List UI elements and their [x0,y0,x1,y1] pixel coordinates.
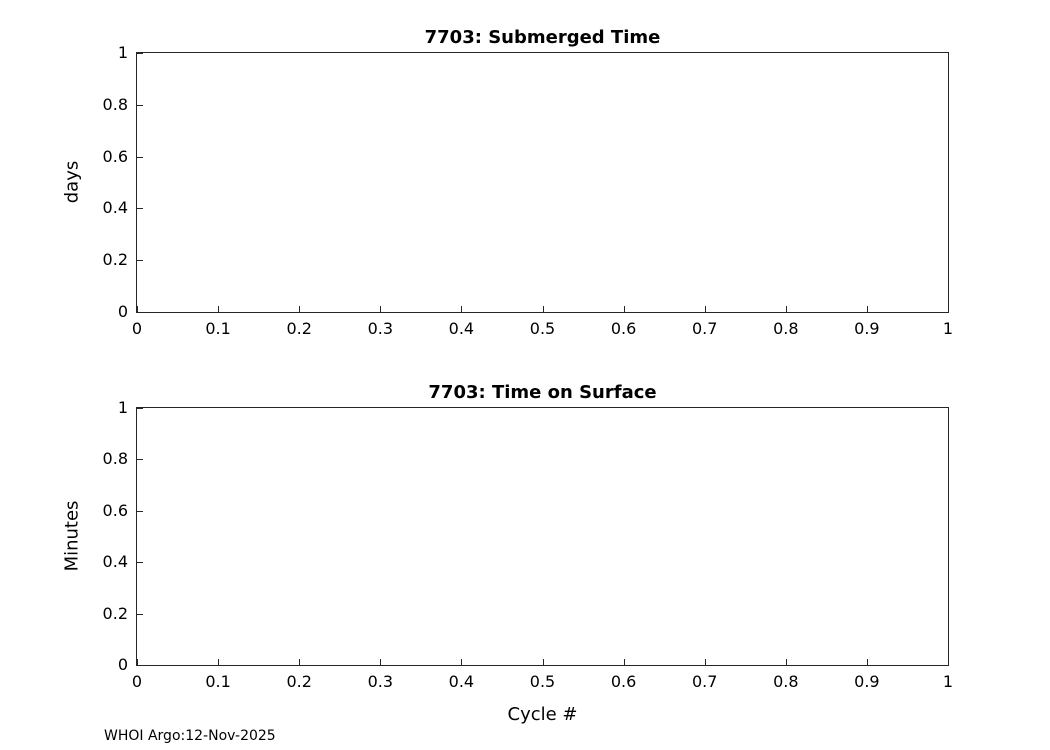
x-tick-label: 0.7 [691,319,718,338]
x-tick-mark [623,659,625,665]
x-tick-label: 0.9 [854,319,880,338]
x-tick-label: 1 [942,672,954,691]
x-tick-mark [623,306,625,312]
y-tick-mark [137,208,143,210]
x-tick-label: 1 [942,319,954,338]
y-tick-mark [137,104,143,106]
x-tick-label: 0.8 [773,672,799,691]
y-tick-mark [137,613,143,615]
x-tick-mark [299,659,301,665]
y-tick-label: 0.2 [102,250,128,270]
x-tick-mark [542,659,544,665]
y-tick-label: 1 [117,43,128,63]
x-tick-label: 0.3 [367,672,394,691]
x-tick-label: 0.2 [286,672,312,691]
x-tick-label: 0.9 [854,672,880,691]
y-tick-mark [137,510,143,512]
footer-note: WHOI Argo:12-Nov-2025 [104,728,276,744]
x-tick-label: 0.8 [773,319,799,338]
x-tick-mark [218,306,220,312]
x-tick-mark [866,306,868,312]
time-on-surface-plot-area: 0 0.1 0.2 0.3 0.4 0.5 0.6 0.7 0.8 0.9 1 0 0.2 0.4 0.6 0… [103,399,954,690]
x-tick-mark [948,659,949,665]
x-tick-mark [299,306,301,312]
x-tick-mark [948,306,949,312]
submerged-time-title: 7703: Submerged Time [424,27,661,48]
time-on-surface-y-axis-label: Minutes [61,500,83,572]
x-tick-mark [380,659,382,665]
x-tick-label: 0.1 [205,319,231,338]
y-tick-mark [137,459,143,461]
y-tick-label: 1 [117,398,128,418]
x-tick-label: 0.4 [448,319,475,338]
x-tick-mark [380,306,382,312]
x-tick-mark [542,306,544,312]
y-tick-mark [137,312,143,313]
y-tick-label: 0.6 [102,146,128,166]
y-tick-label: 0.4 [102,552,128,572]
x-axis-label: Cycle # [507,704,578,725]
y-tick-label: 0.8 [102,95,128,114]
y-tick-mark [137,562,143,564]
x-tick-mark [785,306,787,312]
x-tick-label: 0.3 [367,319,394,338]
x-tick-mark [218,659,220,665]
x-tick-label: 0.4 [448,672,475,691]
x-tick-label: 0.6 [610,672,637,691]
y-tick-label: 0.6 [102,501,128,520]
x-tick-mark [704,659,706,665]
submerged-time-y-axis-label: days [61,160,83,204]
y-tick-label: 0 [117,655,128,675]
y-tick-label: 0.4 [102,198,128,218]
y-tick-mark [137,156,143,158]
y-tick-mark [137,53,143,54]
x-tick-mark [137,659,138,665]
x-tick-label: 0 [131,319,143,338]
x-tick-label: 0.7 [691,672,718,691]
x-tick-mark [785,659,787,665]
y-tick-mark [137,260,143,262]
y-tick-label: 0.2 [102,603,128,623]
y-tick-mark [137,665,143,666]
x-tick-label: 0.5 [529,319,556,338]
x-tick-label: 0.5 [529,672,556,691]
time-on-surface-title: 7703: Time on Surface [428,382,657,403]
submerged-time-plot-area: 0 0.1 0.2 0.3 0.4 0.5 0.6 0.7 0.8 0.9 1 0 0.2 0.4 0.6 0… [103,44,954,337]
y-tick-label: 0 [117,302,128,322]
x-tick-mark [461,659,463,665]
y-tick-mark [137,408,143,409]
x-tick-label: 0.1 [205,672,231,691]
x-tick-mark [461,306,463,312]
x-tick-mark [704,306,706,312]
x-tick-label: 0.2 [286,319,312,338]
x-tick-mark [137,306,138,312]
x-tick-label: 0.6 [610,319,637,338]
x-tick-mark [866,659,868,665]
y-tick-label: 0.8 [102,449,128,469]
x-tick-label: 0 [131,672,143,691]
